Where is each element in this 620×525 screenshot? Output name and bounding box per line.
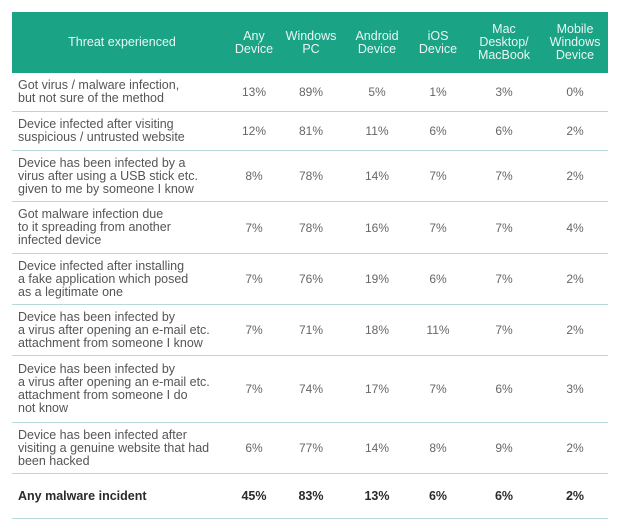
- cell-android-device: 11%: [365, 124, 389, 138]
- cell-ios-device: 6%: [428, 489, 448, 503]
- table-row: Device has been infected after visiting …: [12, 423, 608, 474]
- cell-ios-device: 7%: [429, 169, 447, 183]
- cell-ios-device: 6%: [429, 272, 447, 286]
- cell-any-device: 7%: [245, 382, 263, 396]
- cell-mac-device: 7%: [495, 220, 513, 235]
- cell-any-device: 7%: [245, 272, 263, 286]
- cell-ios-device: 7%: [429, 220, 447, 235]
- row-label: Any malware incident: [18, 488, 147, 503]
- row-label: Device has been infected by a virus afte…: [18, 309, 210, 350]
- cell-android-device: 14%: [364, 441, 390, 455]
- cell-mac-device: 6%: [495, 382, 513, 396]
- table-header: Threat experienced Any Device Windows PC An…: [12, 12, 608, 73]
- cell-mobile-windows-device: 2%: [566, 169, 584, 183]
- threat-table: Threat experienced Any Device Windows PC An…: [12, 12, 608, 519]
- cell-mac-device: 3%: [495, 85, 513, 99]
- cell-any-device: 8%: [245, 169, 263, 183]
- row-label: Device has been infected by a virus afte…: [18, 155, 198, 196]
- column-header-any-device: Any Device: [234, 28, 274, 56]
- cell-ios-device: 11%: [426, 323, 450, 337]
- cell-ios-device: 8%: [429, 441, 447, 455]
- cell-android-device: 13%: [364, 489, 390, 503]
- cell-windows-pc: 78%: [298, 220, 324, 235]
- row-label: Device infected after visiting suspiciou…: [18, 117, 185, 144]
- column-header-threat: Threat experienced: [68, 35, 176, 49]
- cell-mobile-windows-device: 2%: [566, 441, 584, 455]
- cell-windows-pc: 81%: [298, 124, 324, 138]
- cell-mac-device: 7%: [495, 323, 513, 337]
- cell-mobile-windows-device: 2%: [565, 489, 585, 503]
- table-body: Got virus / malware infection, but not s…: [12, 73, 608, 519]
- cell-android-device: 5%: [368, 85, 386, 99]
- table-row: Device has been infected by a virus afte…: [12, 151, 608, 202]
- cell-mobile-windows-device: 2%: [566, 323, 584, 337]
- table-row: Device infected after installing a fake …: [12, 254, 608, 305]
- cell-any-device: 7%: [245, 323, 263, 337]
- column-header-mac-device: Mac Desktop/ MacBook: [477, 22, 531, 62]
- cell-android-device: 16%: [364, 220, 390, 235]
- row-label: Got malware infection due to it spreadin…: [18, 207, 171, 247]
- cell-windows-pc: 89%: [298, 85, 324, 99]
- cell-mac-device: 7%: [495, 272, 513, 286]
- cell-ios-device: 7%: [429, 382, 447, 396]
- cell-android-device: 19%: [364, 272, 390, 286]
- cell-mobile-windows-device: 2%: [566, 124, 584, 138]
- column-header-windows-pc: Windows PC: [285, 28, 337, 56]
- cell-mobile-windows-device: 4%: [566, 220, 584, 235]
- row-label: Device has been infected by a virus afte…: [18, 362, 210, 415]
- column-header-mobile-windows-device: Mobile Windows Device: [549, 22, 601, 62]
- cell-any-device: 6%: [245, 441, 263, 455]
- cell-android-device: 18%: [364, 323, 390, 337]
- cell-ios-device: 1%: [429, 85, 447, 99]
- table-row: Device has been infected by a virus afte…: [12, 305, 608, 356]
- cell-mobile-windows-device: 0%: [566, 85, 584, 99]
- cell-windows-pc: 78%: [298, 169, 324, 183]
- cell-windows-pc: 77%: [298, 441, 324, 455]
- cell-mac-device: 6%: [495, 124, 513, 138]
- cell-ios-device: 6%: [429, 124, 447, 138]
- cell-android-device: 17%: [364, 382, 390, 396]
- cell-mac-device: 9%: [495, 441, 513, 455]
- table-row: Device infected after visiting suspiciou…: [12, 112, 608, 151]
- cell-mac-device: 6%: [494, 489, 514, 503]
- cell-any-device: 12%: [241, 124, 267, 138]
- cell-any-device: 45%: [241, 489, 267, 503]
- cell-android-device: 14%: [364, 169, 390, 183]
- cell-any-device: 13%: [241, 85, 267, 99]
- cell-windows-pc: 83%: [298, 489, 324, 503]
- cell-any-device: 7%: [245, 220, 263, 235]
- column-header-android-device: Android Device: [355, 28, 399, 56]
- table-row: Device has been infected by a virus afte…: [12, 356, 608, 423]
- row-label: Got virus / malware infection, but not s…: [18, 78, 180, 105]
- cell-mobile-windows-device: 3%: [566, 382, 584, 396]
- cell-mac-device: 7%: [495, 169, 513, 183]
- table-row: Got malware infection due to it spreadin…: [12, 202, 608, 254]
- row-label: Device infected after installing a fake …: [18, 258, 189, 299]
- cell-windows-pc: 71%: [298, 323, 324, 337]
- cell-windows-pc: 76%: [298, 272, 324, 286]
- column-header-ios-device: iOS Device: [418, 28, 458, 56]
- cell-windows-pc: 74%: [298, 382, 324, 396]
- table-row: Got virus / malware infection, but not s…: [12, 73, 608, 112]
- table-total-row: Any malware incident 45% 83% 13% 6% 6% 2%: [12, 474, 608, 519]
- row-label: Device has been infected after visiting …: [18, 427, 210, 468]
- cell-mobile-windows-device: 2%: [566, 272, 584, 286]
